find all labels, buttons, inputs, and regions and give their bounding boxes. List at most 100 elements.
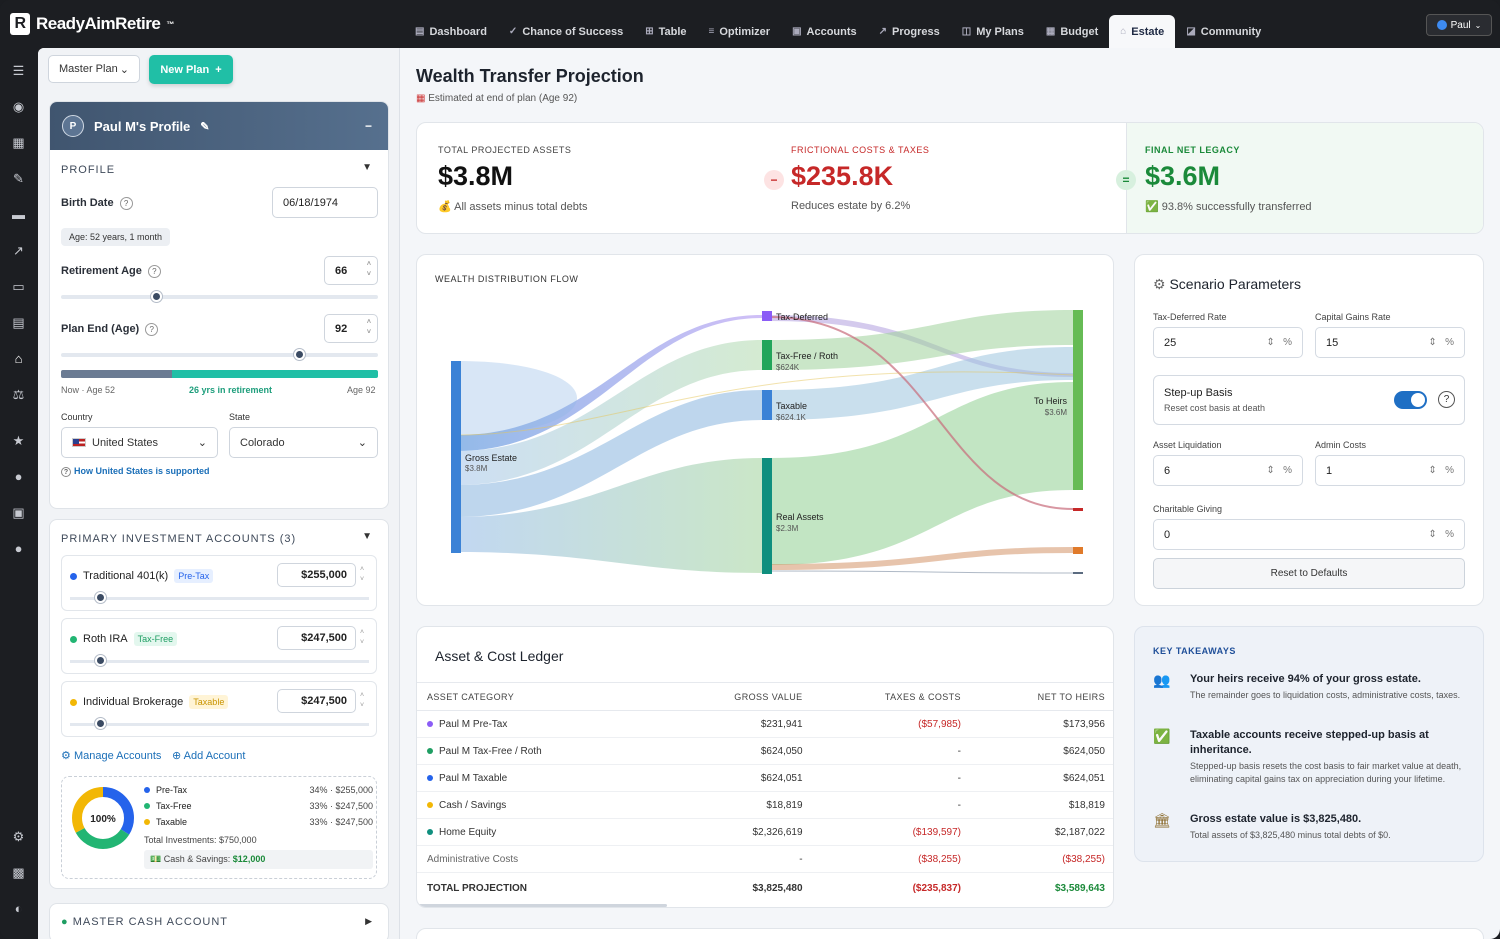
horizontal-scrollbar[interactable]: [417, 904, 667, 907]
account-slider-thumb[interactable]: [94, 718, 106, 729]
account-slider-thumb[interactable]: [94, 655, 106, 666]
node-admin[interactable]: [1073, 572, 1083, 574]
account-amount-input[interactable]: $255,000: [277, 563, 356, 587]
node-to-heirs[interactable]: [1073, 310, 1083, 490]
calendar-icon[interactable]: ▤: [12, 315, 25, 330]
list-icon[interactable]: ☰: [12, 63, 25, 78]
column-header[interactable]: TAXES & COSTS: [812, 682, 971, 711]
table-row[interactable]: Paul M Tax-Free / Roth $624,050- $624,050: [417, 737, 1113, 765]
tab-my-plans[interactable]: ◫ My Plans: [951, 15, 1035, 48]
manage-accounts-link[interactable]: ⚙ Manage Accounts: [61, 749, 161, 762]
node-taxes[interactable]: [1073, 508, 1083, 511]
node-taxable[interactable]: [762, 390, 772, 420]
node-real-assets[interactable]: [762, 458, 772, 574]
headset-icon[interactable]: ◐: [14, 901, 23, 916]
chat-icon[interactable]: ●: [14, 469, 23, 484]
bank-icon[interactable]: ⌂: [14, 351, 23, 366]
tab-progress[interactable]: ↗ Progress: [868, 15, 951, 48]
birth-date-input[interactable]: 06/18/1974: [272, 187, 378, 218]
spinner-icon[interactable]: ⇕: [1428, 337, 1437, 348]
plan-end-stepper[interactable]: 92 ˄ ˅: [324, 314, 378, 343]
magic-wand-icon[interactable]: ✎: [13, 171, 24, 186]
spinner-icon[interactable]: ⇕: [1266, 337, 1275, 348]
wallet-icon[interactable]: ▬: [12, 207, 25, 222]
tab-community[interactable]: ◪ Community: [1175, 15, 1272, 48]
stepper-arrows-icon[interactable]: ˄ ˅: [360, 629, 365, 646]
node-tax-free[interactable]: [762, 340, 772, 370]
table-row[interactable]: Home Equity $2,326,619 ($139,597) $2,187,02…: [417, 818, 1113, 846]
users-gear-icon[interactable]: ⚙: [12, 829, 25, 844]
triangle-right-icon[interactable]: ▶: [365, 916, 372, 926]
state-select[interactable]: Colorado ⌄: [229, 427, 378, 458]
stepper-arrows-icon[interactable]: ˄ ˅: [360, 566, 365, 583]
folder-icon[interactable]: ▭: [12, 279, 25, 294]
tab-budget[interactable]: ▦ Budget: [1035, 15, 1109, 48]
plan-end-slider[interactable]: [61, 353, 378, 357]
plan-end-slider-thumb[interactable]: [293, 349, 305, 360]
account-slider[interactable]: [70, 723, 369, 726]
reset-defaults-button[interactable]: Reset to Defaults: [1153, 558, 1465, 589]
account-amount-input[interactable]: $247,500: [277, 626, 356, 650]
profile-header[interactable]: P Paul M's Profile ✎ −: [50, 102, 388, 150]
edit-icon[interactable]: ✎: [200, 120, 210, 133]
tab-table[interactable]: ⊞ Table: [634, 15, 697, 48]
spinner-icon[interactable]: ⇕: [1428, 529, 1437, 540]
news-icon[interactable]: ▣: [12, 505, 25, 520]
tab-optimizer[interactable]: ≡ Optimizer: [698, 15, 782, 48]
retirement-age-stepper[interactable]: 66 ˄ ˅: [324, 256, 378, 285]
spinner-icon[interactable]: ⇕: [1428, 465, 1437, 476]
account-slider[interactable]: [70, 660, 369, 663]
admin-costs-input[interactable]: 1 ⇕ %: [1315, 455, 1465, 486]
table-row[interactable]: Paul M Taxable $624,051- $624,051: [417, 764, 1113, 792]
account-slider[interactable]: [70, 597, 369, 600]
country-select[interactable]: United States ⌄: [61, 427, 218, 458]
spinner-icon[interactable]: ⇕: [1266, 465, 1275, 476]
retirement-age-slider[interactable]: [61, 295, 378, 299]
stepper-arrows-icon[interactable]: ˄ ˅: [360, 692, 365, 709]
app-logo[interactable]: R ReadyAimRetire ™: [10, 13, 174, 35]
stepup-toggle[interactable]: [1394, 391, 1427, 409]
tab-accounts[interactable]: ▣ Accounts: [781, 15, 868, 48]
help-icon[interactable]: ?: [1438, 391, 1455, 408]
table-row[interactable]: Cash / Savings $18,819- $18,819: [417, 791, 1113, 819]
star-icon[interactable]: ★: [12, 433, 25, 448]
column-header[interactable]: NET TO HEIRS: [970, 682, 1113, 711]
new-plan-button[interactable]: New Plan +: [149, 55, 233, 84]
chart-line-icon[interactable]: ↗: [13, 243, 24, 258]
retirement-age-slider-thumb[interactable]: [151, 291, 163, 302]
triangle-down-icon[interactable]: ▼: [362, 531, 372, 542]
help-icon[interactable]: ?: [119, 197, 133, 210]
help-icon[interactable]: ?: [147, 265, 161, 278]
table-row[interactable]: Paul M Pre-Tax $231,941 ($57,985) $173,956: [417, 710, 1113, 738]
charitable-giving-input[interactable]: 0 ⇕ %: [1153, 519, 1465, 550]
tab-dashboard[interactable]: ▤ Dashboard: [404, 15, 498, 48]
gift-icon[interactable]: ▩: [12, 865, 25, 880]
tax-deferred-rate-input[interactable]: 25 ⇕ %: [1153, 327, 1303, 358]
account-amount-input[interactable]: $247,500: [277, 689, 356, 713]
account-slider-thumb[interactable]: [94, 592, 106, 603]
help-icon[interactable]: ?: [145, 323, 159, 336]
stepper-arrows-icon[interactable]: ˄ ˅: [366, 261, 371, 278]
capital-gains-rate-input[interactable]: 15 ⇕ %: [1315, 327, 1465, 358]
plan-select[interactable]: Master Plan ⌄: [48, 55, 140, 83]
stepper-arrows-icon[interactable]: ˄ ˅: [366, 319, 371, 336]
add-account-link[interactable]: ⊕ Add Account: [172, 749, 245, 762]
support-link[interactable]: ? How United States is supported: [61, 466, 210, 477]
table-row[interactable]: Administrative Costs - ($38,255) ($38,255): [417, 845, 1113, 873]
collapse-icon[interactable]: −: [364, 119, 372, 133]
asset-liquidation-input[interactable]: 6 ⇕ %: [1153, 455, 1303, 486]
triangle-down-icon[interactable]: ▼: [362, 162, 372, 173]
node-liquidation[interactable]: [1073, 547, 1083, 554]
column-header[interactable]: ASSET CATEGORY: [417, 682, 667, 711]
node-tax-deferred[interactable]: [762, 311, 772, 321]
cash-account-card[interactable]: ● MASTER CASH ACCOUNT ▶: [49, 903, 389, 939]
node-gross-estate[interactable]: [451, 361, 461, 553]
grid-icon[interactable]: ▦: [12, 135, 25, 150]
scale-icon[interactable]: ⚖: [12, 387, 25, 402]
tab-chance-of-success[interactable]: ✓ Chance of Success: [498, 15, 634, 48]
lightbulb-icon[interactable]: ●: [14, 541, 23, 556]
tab-estate[interactable]: ⌂ Estate: [1109, 15, 1176, 48]
coins-icon[interactable]: ◉: [12, 99, 25, 114]
user-menu[interactable]: Paul ⌄: [1426, 14, 1492, 36]
column-header[interactable]: GROSS VALUE: [667, 682, 813, 711]
